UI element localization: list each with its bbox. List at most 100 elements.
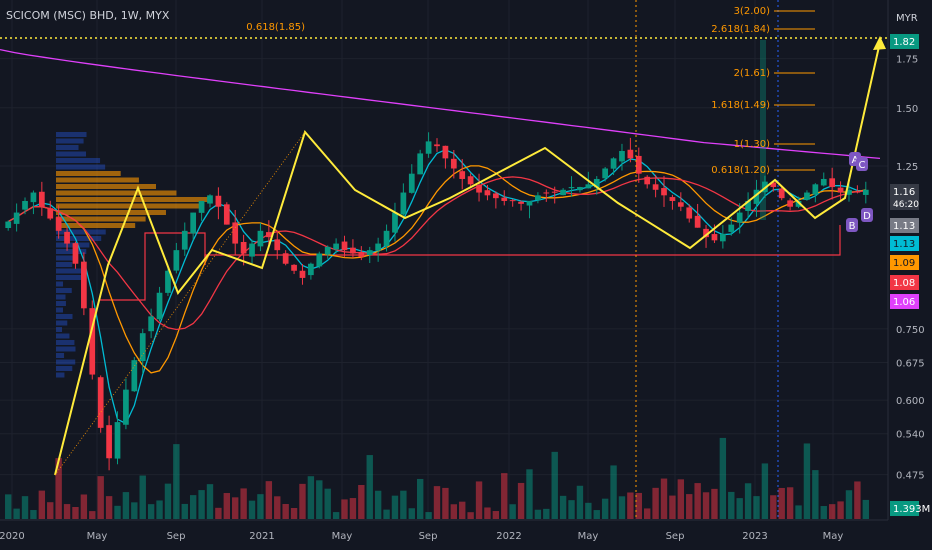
price-badge-label: 1.393M — [893, 504, 930, 515]
candle-body — [383, 230, 390, 247]
volume-bar — [459, 501, 466, 519]
volume-bar — [845, 490, 853, 519]
candle-body — [694, 215, 701, 228]
profile-row — [56, 327, 62, 332]
time-axis-bg — [0, 520, 932, 550]
volume-bar — [786, 487, 794, 519]
candle-body — [635, 155, 642, 174]
volume-bar — [652, 487, 659, 519]
profile-row — [56, 275, 82, 280]
candle-body — [341, 241, 348, 251]
fib-level-label: 3(2.00) — [734, 6, 771, 17]
price-tick-label: 0.540 — [896, 430, 925, 441]
volume-bar — [122, 492, 130, 519]
profile-row — [56, 255, 75, 261]
volume-bar — [223, 493, 231, 519]
profile-row — [56, 177, 139, 183]
volume-bar — [862, 499, 869, 519]
candle-body — [669, 197, 676, 201]
volume-bar — [669, 495, 676, 519]
volume-bar — [89, 511, 96, 519]
ma-long-line — [0, 48, 881, 160]
volume-bar — [492, 511, 500, 519]
price-axis[interactable]: MYR 1.75 1.50 1.25 0.750 0.675 0.600 0.540 0.475… — [887, 0, 932, 520]
volume-bar — [627, 492, 634, 519]
profile-row — [56, 366, 73, 371]
candle-body — [644, 176, 651, 185]
fib-level-label: 2(1.61) — [734, 68, 771, 79]
volume-bar — [164, 483, 172, 519]
volume-bar — [47, 502, 54, 519]
candle-body — [812, 184, 819, 195]
profile-row — [56, 372, 65, 378]
symbol-title[interactable]: SCICOM (MSC) BHD, 1W, MYX — [6, 9, 170, 22]
wave-label: D — [863, 211, 871, 222]
candle-body — [610, 158, 617, 169]
price-badge — [890, 34, 919, 49]
volume-bar — [55, 458, 62, 519]
profile-row — [56, 138, 84, 144]
volume-bar — [576, 485, 584, 519]
profile-row — [56, 216, 146, 222]
volume-bar — [551, 451, 558, 519]
price-tick-label: 1.50 — [896, 104, 918, 115]
candle-body — [476, 185, 482, 193]
volume-bar — [63, 504, 71, 519]
volume-bar — [593, 510, 600, 519]
time-tick-label: Sep — [419, 531, 438, 542]
candle-body — [47, 208, 54, 219]
candle-body — [652, 184, 659, 190]
candle-body — [81, 261, 87, 309]
time-tick-label: 2023 — [742, 531, 767, 542]
volume-bar — [257, 494, 264, 519]
candle-body — [585, 184, 592, 189]
candle-body — [223, 204, 230, 225]
candle-body — [173, 250, 180, 271]
price-badge — [890, 255, 919, 270]
candle-body — [745, 200, 751, 212]
candle-body — [366, 250, 373, 256]
price-badge-label: 1.82 — [893, 37, 915, 48]
volume-bar — [677, 479, 685, 519]
candle-body — [165, 270, 171, 293]
volume-bar — [156, 500, 163, 519]
wave-label-bg — [856, 157, 868, 171]
candle-body — [30, 192, 37, 203]
volume-bar — [559, 495, 567, 519]
candle-body — [274, 239, 281, 251]
volume-bar — [105, 496, 113, 519]
profile-row — [56, 288, 72, 293]
candle-body — [22, 200, 28, 210]
drawings: 3(2.00) 2.618(1.84) 0.618(1.85) 2(1.61) 1.61… — [0, 0, 888, 520]
volume-bar — [366, 455, 373, 519]
volume-bar — [837, 501, 844, 519]
profile-row — [56, 145, 79, 150]
candle-body — [257, 230, 264, 247]
candle-body — [64, 231, 70, 244]
time-tick-label: May — [332, 531, 353, 542]
candle-body — [560, 189, 566, 196]
volume-bar — [543, 508, 550, 519]
profile-row — [56, 301, 66, 306]
candle-body — [787, 200, 793, 207]
profile-row — [56, 340, 75, 345]
profile-row — [56, 236, 102, 241]
time-axis[interactable]: 2020 May Sep 2021 May Sep 2022 May Sep 2023 May — [0, 519, 932, 550]
candle-body — [181, 230, 188, 250]
profile-row — [56, 229, 106, 235]
candle-body — [467, 176, 474, 185]
candle-body — [434, 144, 440, 147]
candle-body — [249, 243, 255, 257]
price-tick-label: 1.25 — [896, 162, 918, 173]
time-tick-label: Sep — [167, 531, 186, 542]
candle-body — [846, 189, 852, 195]
fib-level-label: 1(1.30) — [734, 139, 771, 150]
volume-bar — [290, 507, 298, 519]
volume-profile — [56, 132, 212, 378]
candle-body — [753, 189, 760, 204]
candle-body — [837, 187, 844, 193]
profile-row — [56, 281, 64, 287]
volume-bar — [534, 509, 542, 519]
volume-bar — [610, 465, 617, 519]
